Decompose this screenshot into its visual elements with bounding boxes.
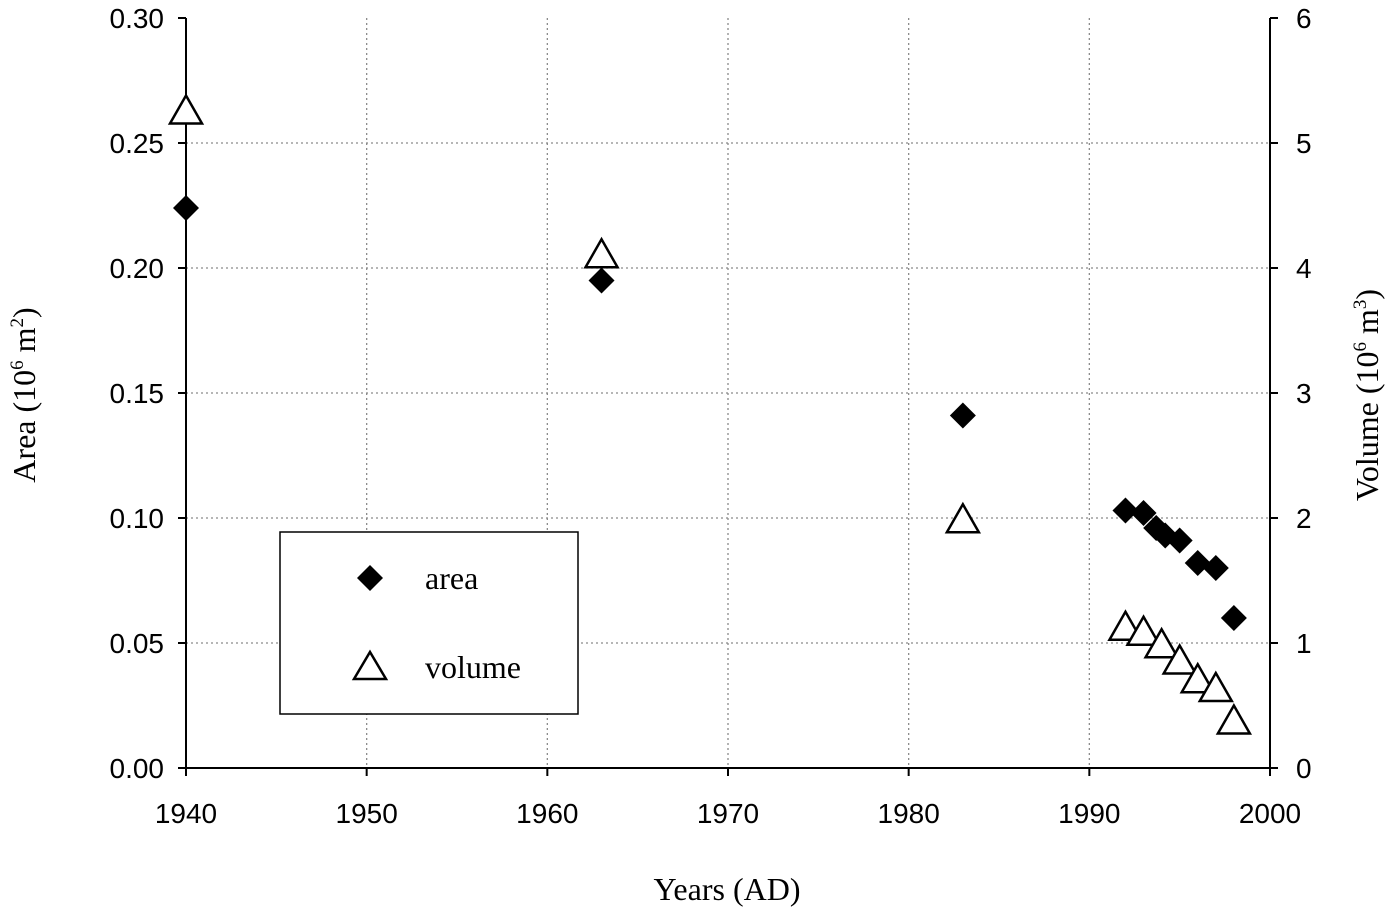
- volume-point: [1161, 642, 1198, 675]
- y-left-title-sup: 2: [7, 318, 28, 328]
- x-axis-title: Years (AD): [654, 871, 801, 907]
- volume-point: [583, 236, 620, 269]
- x-tick-label: 1960: [516, 798, 578, 829]
- area-point: [1130, 500, 1157, 526]
- y-right-title-part: m: [1349, 309, 1385, 342]
- y-right-title-part: Volume (10: [1349, 351, 1385, 501]
- volume-point: [944, 501, 982, 534]
- y-right-title-sup: 6: [1350, 342, 1371, 352]
- data-points: [167, 92, 1253, 735]
- area-point: [1202, 555, 1229, 581]
- axis-ticks: 1940 1950 1960 1970 1980 1990 2000 0.00 0.05 0.10…: [110, 3, 1312, 829]
- y-right-title-part: ): [1349, 289, 1385, 300]
- x-tick-label: 1970: [697, 798, 759, 829]
- volume-point: [167, 92, 205, 125]
- y-left-tick-label: 0.15: [110, 378, 165, 409]
- legend: area volume: [279, 531, 579, 715]
- area-point: [588, 267, 615, 294]
- y-axis-right-title: Volume (106 m3): [1349, 289, 1385, 501]
- y-left-title-part: m: [6, 327, 42, 360]
- volume-point: [1179, 661, 1216, 694]
- x-tick-label: 1990: [1058, 798, 1120, 829]
- y-right-title-sup: 3: [1350, 300, 1371, 310]
- x-tick-label: 2000: [1239, 798, 1301, 829]
- area-point: [949, 402, 976, 429]
- y-axis-left-title: Area (106 m2): [6, 307, 42, 482]
- y-right-tick-label: 6: [1296, 3, 1312, 34]
- legend-area-marker: [357, 565, 383, 591]
- x-tick-label: 1940: [155, 798, 217, 829]
- legend-area-label: area: [425, 560, 478, 596]
- x-tick-label: 1950: [336, 798, 398, 829]
- legend-volume-marker: [351, 649, 389, 681]
- x-tick-label: 1980: [878, 798, 940, 829]
- volume-point: [1215, 702, 1253, 735]
- area-point: [1112, 497, 1139, 524]
- volume-point: [1197, 670, 1234, 703]
- y-right-tick-label: 4: [1296, 253, 1312, 284]
- y-right-tick-label: 3: [1296, 378, 1312, 409]
- legend-box: [279, 531, 579, 715]
- volume-point: [1143, 626, 1180, 659]
- y-left-tick-label: 0.10: [110, 503, 165, 534]
- y-left-title-part: ): [6, 307, 42, 318]
- y-right-tick-label: 2: [1296, 503, 1312, 534]
- y-left-tick-label: 0.00: [110, 753, 165, 784]
- y-left-title-sup: 6: [7, 360, 28, 370]
- y-left-tick-label: 0.20: [110, 253, 165, 284]
- y-left-tick-label: 0.25: [110, 128, 165, 159]
- volume-point: [1125, 614, 1162, 647]
- y-right-tick-label: 1: [1296, 628, 1312, 659]
- area-point: [1184, 550, 1211, 576]
- y-right-tick-label: 0: [1296, 753, 1312, 784]
- legend-volume-label: volume: [425, 649, 521, 685]
- area-point: [1220, 605, 1247, 631]
- area-point: [1166, 527, 1193, 554]
- y-left-tick-label: 0.30: [110, 3, 165, 34]
- y-left-tick-label: 0.05: [110, 628, 165, 659]
- y-right-tick-label: 5: [1296, 128, 1312, 159]
- y-left-title-part: Area (10: [6, 370, 42, 483]
- area-point: [173, 195, 199, 221]
